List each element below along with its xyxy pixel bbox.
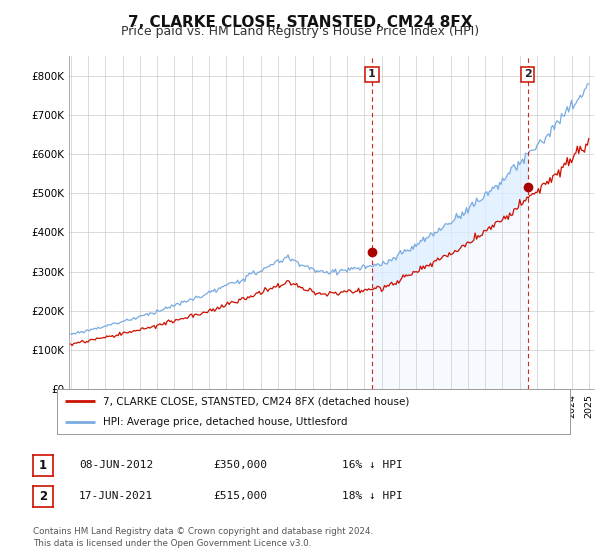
Text: £350,000: £350,000 xyxy=(213,460,267,470)
Text: 18% ↓ HPI: 18% ↓ HPI xyxy=(342,491,403,501)
Text: HPI: Average price, detached house, Uttlesford: HPI: Average price, detached house, Uttl… xyxy=(103,417,347,427)
Text: 16% ↓ HPI: 16% ↓ HPI xyxy=(342,460,403,470)
Text: 17-JUN-2021: 17-JUN-2021 xyxy=(79,491,154,501)
Text: 2: 2 xyxy=(524,69,532,80)
Text: Price paid vs. HM Land Registry's House Price Index (HPI): Price paid vs. HM Land Registry's House … xyxy=(121,25,479,38)
Text: 1: 1 xyxy=(39,459,47,472)
Text: 2: 2 xyxy=(39,489,47,503)
Text: 7, CLARKE CLOSE, STANSTED, CM24 8FX (detached house): 7, CLARKE CLOSE, STANSTED, CM24 8FX (det… xyxy=(103,396,410,407)
Text: 7, CLARKE CLOSE, STANSTED, CM24 8FX: 7, CLARKE CLOSE, STANSTED, CM24 8FX xyxy=(128,15,472,30)
Text: 08-JUN-2012: 08-JUN-2012 xyxy=(79,460,154,470)
Text: £515,000: £515,000 xyxy=(213,491,267,501)
Text: 1: 1 xyxy=(368,69,376,80)
Text: Contains HM Land Registry data © Crown copyright and database right 2024.
This d: Contains HM Land Registry data © Crown c… xyxy=(33,527,373,548)
